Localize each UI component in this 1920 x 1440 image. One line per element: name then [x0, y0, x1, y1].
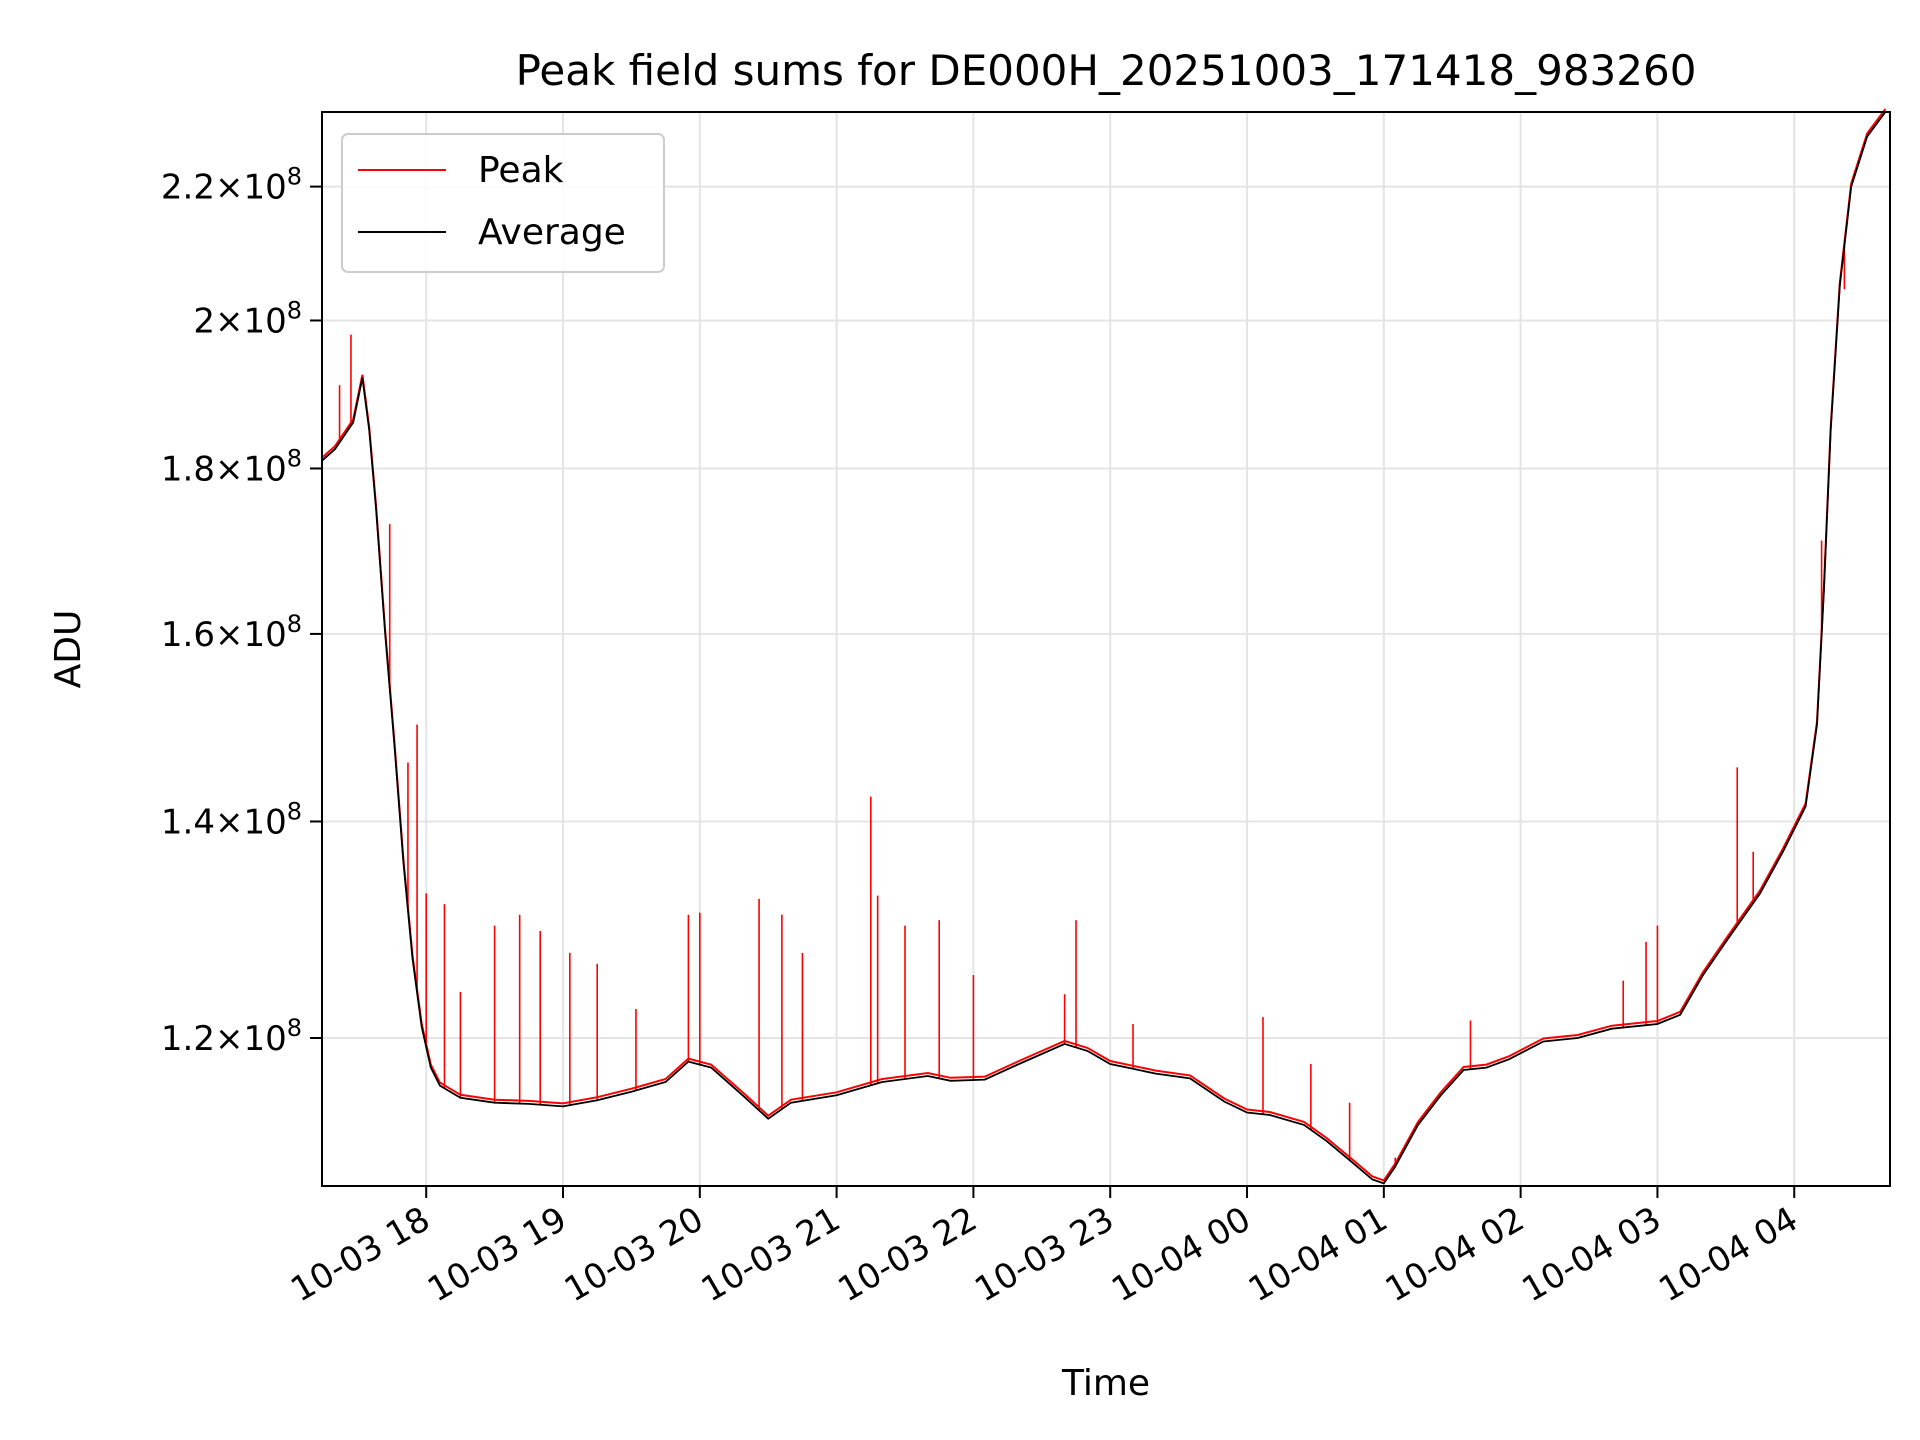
- peak-series-line: [321, 108, 1887, 1182]
- y-axis-label: ADU: [48, 610, 89, 689]
- legend-label-peak: Peak: [478, 150, 564, 191]
- legend-label-average: Average: [478, 212, 626, 253]
- y-tick-label: 1.2×108: [161, 1014, 302, 1059]
- legend-box: [341, 133, 665, 273]
- chart-title: Peak field sums for DE000H_20251003_1714…: [516, 46, 1697, 95]
- y-tick-label: 2×108: [193, 296, 302, 341]
- legend: Peak Average: [341, 133, 665, 273]
- plot-area: [321, 108, 1887, 1185]
- y-tick-label: 2.2×108: [161, 163, 302, 208]
- average-series-line: [321, 111, 1887, 1185]
- y-tick-label: 1.6×108: [161, 610, 302, 655]
- plot-frame: [321, 111, 1891, 1187]
- y-tick-label: 1.4×108: [161, 797, 302, 842]
- y-tick-label: 1.8×108: [161, 444, 302, 489]
- x-axis-label: Time: [1061, 1363, 1150, 1404]
- grid: [322, 112, 1890, 1186]
